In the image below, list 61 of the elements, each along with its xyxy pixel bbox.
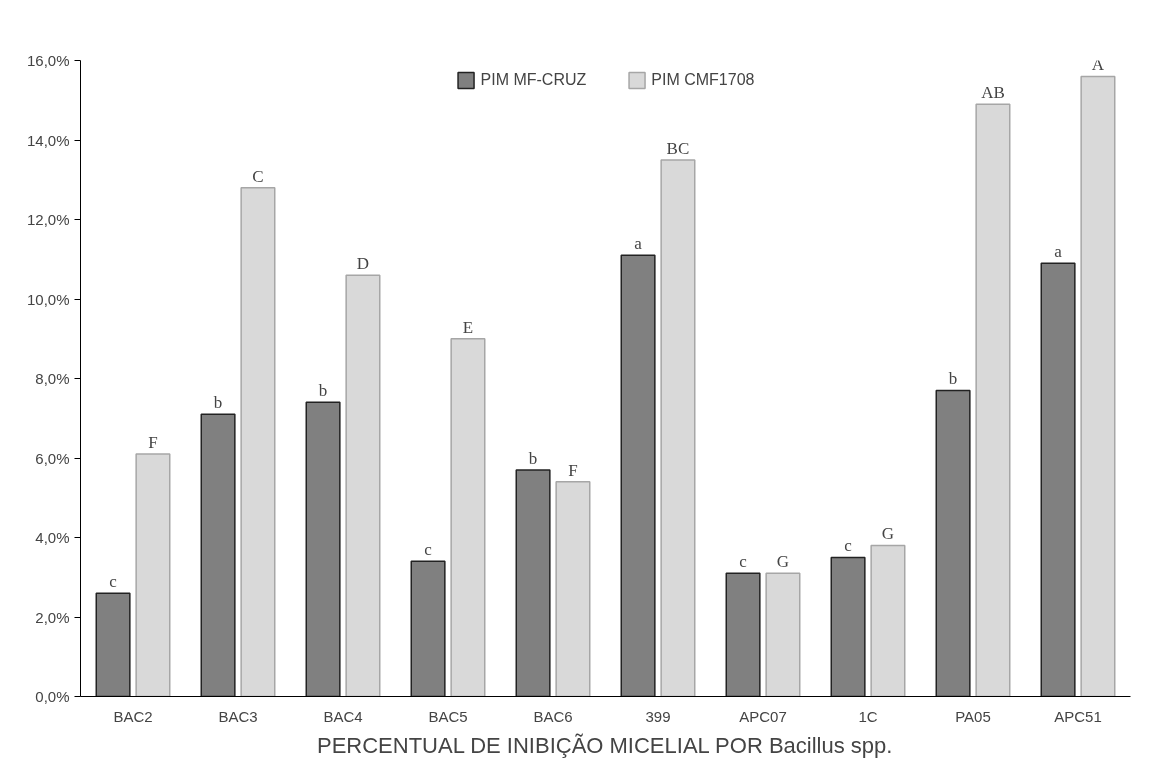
bar bbox=[1040, 262, 1076, 697]
data-label: G bbox=[881, 524, 895, 544]
x-tick-label: 1C bbox=[858, 707, 878, 725]
y-tick-label: 10,0% bbox=[26, 290, 70, 308]
bar bbox=[515, 469, 551, 697]
legend-label: PIM MF-CRUZ bbox=[480, 71, 587, 89]
bar bbox=[870, 544, 906, 697]
data-label: b bbox=[528, 448, 538, 468]
x-tick-label: BAC3 bbox=[218, 707, 258, 725]
data-label: c bbox=[844, 536, 853, 556]
bar bbox=[345, 274, 381, 697]
bar bbox=[450, 338, 486, 697]
bar bbox=[555, 481, 591, 697]
data-label: E bbox=[462, 317, 474, 337]
bar bbox=[135, 453, 171, 697]
x-tick-label: BAC6 bbox=[533, 707, 573, 725]
y-tick-label: 14,0% bbox=[26, 131, 70, 149]
y-tick-label: 12,0% bbox=[26, 211, 70, 228]
y-tick-label: 4,0% bbox=[35, 529, 70, 546]
bar bbox=[95, 592, 131, 697]
data-label: b bbox=[213, 393, 223, 413]
x-tick-label: BAC5 bbox=[428, 707, 468, 725]
y-tick-label: 16,0% bbox=[26, 52, 70, 69]
bar bbox=[975, 103, 1011, 697]
x-tick-label: BAC4 bbox=[323, 707, 363, 725]
bar bbox=[725, 572, 761, 697]
data-label: BC bbox=[666, 138, 690, 158]
bar bbox=[620, 254, 656, 697]
data-label: a bbox=[1054, 242, 1063, 262]
bar bbox=[240, 186, 276, 697]
x-tick-label: PA05 bbox=[955, 707, 991, 725]
bar bbox=[935, 389, 971, 697]
bar bbox=[765, 572, 801, 697]
data-label: b bbox=[948, 369, 958, 389]
data-label: a bbox=[634, 234, 643, 254]
bar bbox=[305, 401, 341, 697]
x-axis-title: PERCENTUAL DE INIBIÇÃO MICELIAL POR Bacillus spp. bbox=[316, 732, 893, 758]
data-label: C bbox=[252, 166, 264, 186]
bar bbox=[200, 413, 236, 697]
data-label: c bbox=[739, 552, 748, 572]
bar bbox=[830, 556, 866, 697]
data-label: AB bbox=[981, 83, 1005, 103]
y-tick-label: 2,0% bbox=[35, 608, 70, 626]
y-tick-label: 0,0% bbox=[35, 688, 70, 705]
data-label: D bbox=[356, 254, 370, 274]
x-tick-label: 399 bbox=[645, 707, 671, 725]
bar bbox=[410, 560, 446, 697]
bar bbox=[660, 159, 696, 697]
data-label: F bbox=[568, 460, 578, 480]
data-label: c bbox=[424, 540, 433, 560]
y-tick-label: 6,0% bbox=[35, 449, 70, 467]
data-label: c bbox=[109, 572, 118, 592]
data-label: G bbox=[776, 552, 790, 572]
data-label: b bbox=[318, 381, 328, 401]
x-tick-label: APC51 bbox=[1054, 707, 1102, 725]
bar bbox=[1080, 75, 1116, 697]
x-tick-label: BAC2 bbox=[113, 707, 153, 725]
legend-label: PIM CMF1708 bbox=[651, 71, 755, 89]
x-tick-label: APC07 bbox=[739, 707, 787, 725]
data-label: F bbox=[148, 433, 158, 453]
y-tick-label: 8,0% bbox=[35, 370, 70, 387]
